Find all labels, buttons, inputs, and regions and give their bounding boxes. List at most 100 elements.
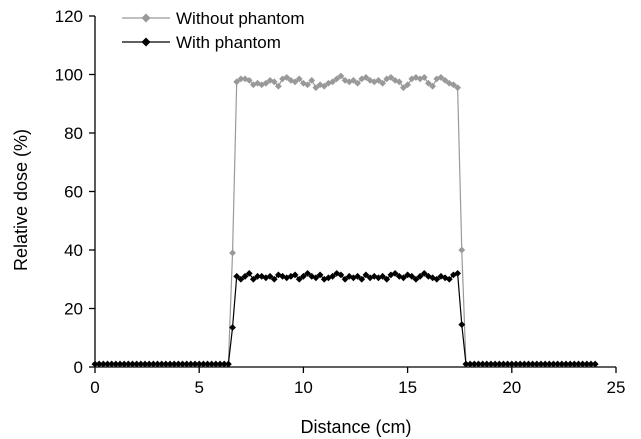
data-point: [199, 360, 207, 368]
y-tick-label: 60: [64, 183, 83, 202]
y-tick-label: 20: [64, 300, 83, 319]
data-point: [566, 360, 574, 368]
data-point: [562, 360, 570, 368]
x-tick-label: 5: [194, 378, 203, 397]
data-point: [591, 360, 599, 368]
data-point: [191, 360, 199, 368]
data-point: [329, 272, 336, 280]
data-point: [429, 82, 437, 90]
legend-label: Without phantom: [176, 9, 305, 28]
y-tick-label: 100: [55, 66, 83, 85]
data-point: [312, 84, 320, 92]
data-point: [487, 360, 495, 368]
data-point: [270, 78, 278, 86]
data-point: [304, 81, 311, 89]
data-point: [295, 75, 303, 83]
legend-label: With phantom: [176, 33, 281, 52]
data-point: [525, 360, 532, 368]
data-point: [454, 84, 462, 92]
series-line: [95, 75, 596, 365]
data-point: [470, 360, 478, 368]
data-point: [341, 76, 349, 84]
data-point: [245, 76, 253, 84]
data-point: [266, 272, 274, 280]
data-point: [400, 84, 407, 92]
data-point: [216, 360, 224, 368]
data-point: [541, 360, 549, 368]
data-point: [237, 75, 245, 83]
legend: Without phantom With phantom: [122, 9, 305, 52]
data-point: [508, 360, 516, 368]
data-point: [395, 78, 403, 86]
data-point: [379, 79, 386, 87]
data-point: [141, 360, 149, 368]
data-point: [129, 360, 136, 368]
data-point: [174, 360, 182, 368]
data-point: [279, 75, 286, 83]
data-point: [229, 249, 236, 257]
data-point: [450, 81, 457, 89]
data-point: [162, 360, 170, 368]
data-point: [287, 76, 295, 84]
data-point: [241, 75, 249, 83]
data-point: [233, 272, 241, 280]
data-point: [408, 272, 416, 280]
legend-marker: [141, 37, 151, 47]
data-point: [300, 272, 307, 280]
legend-marker: [141, 13, 151, 23]
data-point: [112, 360, 120, 368]
data-point: [325, 79, 332, 87]
y-tick-label: 0: [74, 358, 83, 377]
data-point: [433, 275, 441, 283]
x-tick-label: 25: [607, 378, 626, 397]
data-point: [249, 275, 257, 283]
data-point: [483, 360, 491, 368]
data-point: [433, 75, 441, 83]
data-point: [408, 75, 416, 83]
data-point: [587, 360, 595, 368]
data-point: [99, 360, 107, 368]
data-point: [204, 360, 211, 368]
data-point: [270, 275, 278, 283]
data-point: [362, 271, 370, 279]
data-point: [583, 360, 591, 368]
data-point: [354, 79, 361, 87]
data-point: [495, 360, 503, 368]
data-point: [337, 271, 345, 279]
series-without-phantom: [91, 72, 599, 368]
data-point: [575, 360, 582, 368]
data-point: [454, 270, 462, 277]
series-with-phantom: [91, 270, 599, 368]
data-point: [295, 275, 303, 283]
data-point: [441, 76, 449, 84]
data-point: [241, 272, 249, 280]
data-point: [379, 272, 386, 280]
data-point: [350, 76, 357, 84]
data-point: [120, 360, 128, 368]
data-point: [137, 360, 145, 368]
data-point: [208, 360, 216, 368]
data-point: [500, 360, 507, 368]
data-point: [91, 360, 99, 368]
data-point: [550, 360, 557, 368]
data-point: [537, 360, 545, 368]
x-tick-label: 20: [502, 378, 521, 397]
data-point: [254, 272, 261, 280]
data-point: [224, 360, 232, 368]
data-point: [133, 360, 141, 368]
data-point: [412, 275, 420, 283]
data-point: [274, 82, 282, 90]
data-point: [104, 360, 111, 368]
data-point: [316, 271, 324, 279]
data-point: [554, 360, 562, 368]
data-point: [383, 275, 391, 283]
data-point: [504, 360, 512, 368]
data-point: [320, 275, 328, 283]
data-point: [124, 360, 132, 368]
data-point: [437, 74, 445, 81]
data-point: [391, 76, 399, 84]
data-point: [458, 246, 466, 254]
data-point: [291, 78, 299, 86]
data-point: [475, 360, 482, 368]
data-point: [479, 360, 487, 368]
